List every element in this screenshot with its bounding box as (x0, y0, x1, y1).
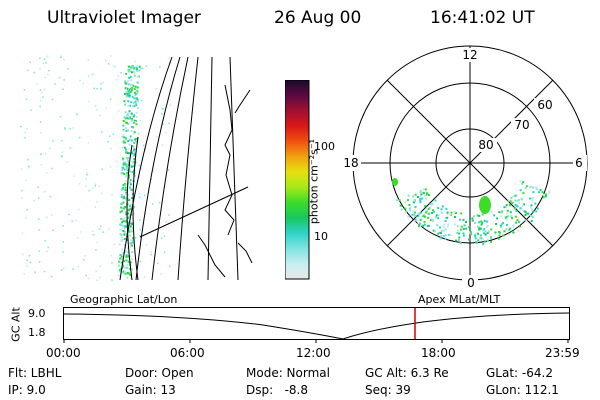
timeline-ticks (63, 339, 569, 343)
timeline-x-tick-2359: 23:59 (545, 346, 580, 360)
polar-grid (352, 45, 588, 281)
info-glat: GLat: -64.2 (486, 366, 553, 380)
auroral-emission-dots (20, 55, 172, 281)
info-door: Door: Open (125, 366, 194, 380)
mlt-label-12: 12 (462, 48, 477, 62)
info-glon: GLon: 112.1 (486, 383, 559, 397)
mlt-label-18: 18 (343, 156, 358, 170)
info-gc-alt: GC Alt: 6.3 Re (365, 366, 449, 380)
geographic-grid (119, 56, 249, 281)
info-ip: IP: 9.0 (8, 383, 46, 397)
info-gain: Gain: 13 (125, 383, 176, 397)
info-mode: Mode: Normal (246, 366, 330, 380)
timeline-y-label: GC Alt (9, 307, 23, 342)
info-seq: Seq: 39 (365, 383, 411, 397)
lat-label-80: 80 (478, 138, 493, 152)
coastline (197, 84, 253, 278)
info-filter: Flt: LBHL (8, 366, 62, 380)
timeline-x-tick-1800: 18:00 (421, 346, 456, 360)
altitude-curve (63, 312, 570, 340)
timeline-plot (63, 307, 570, 343)
colorbar (285, 80, 310, 280)
timeline-x-tick-1200: 12:00 (296, 346, 331, 360)
polar-plot: 12 18 6 0 80 70 60 (341, 45, 588, 291)
timeline-right-title: Apex MLat/MLT (418, 293, 501, 306)
date-label: 26 Aug 00 (274, 8, 362, 28)
time-label: 16:41:02 UT (430, 8, 535, 28)
colorbar-tick-10: 10 (314, 230, 328, 243)
timeline-y-tick-low: 1.8 (28, 326, 46, 339)
timeline-x-tick-0600: 06:00 (170, 346, 205, 360)
lat-label-60: 60 (537, 98, 552, 112)
instrument-title: Ultraviolet Imager (47, 8, 201, 28)
timeline-x-tick-0000: 00:00 (46, 346, 81, 360)
geographic-map-panel (20, 55, 253, 281)
lat-label-70: 70 (514, 118, 529, 132)
mlt-label-0: 0 (467, 276, 475, 290)
polar-emission-dots (392, 178, 551, 246)
timeline-y-tick-high: 9.0 (28, 307, 46, 320)
mlt-label-6: 6 (575, 156, 583, 170)
info-dsp: Dsp: -8.8 (246, 383, 309, 397)
colorbar-tick-100: 100 (314, 140, 335, 153)
timeline-left-title: Geographic Lat/Lon (70, 293, 178, 306)
colorbar-unit-label: photon cm⁻²s⁻¹ (307, 138, 321, 225)
